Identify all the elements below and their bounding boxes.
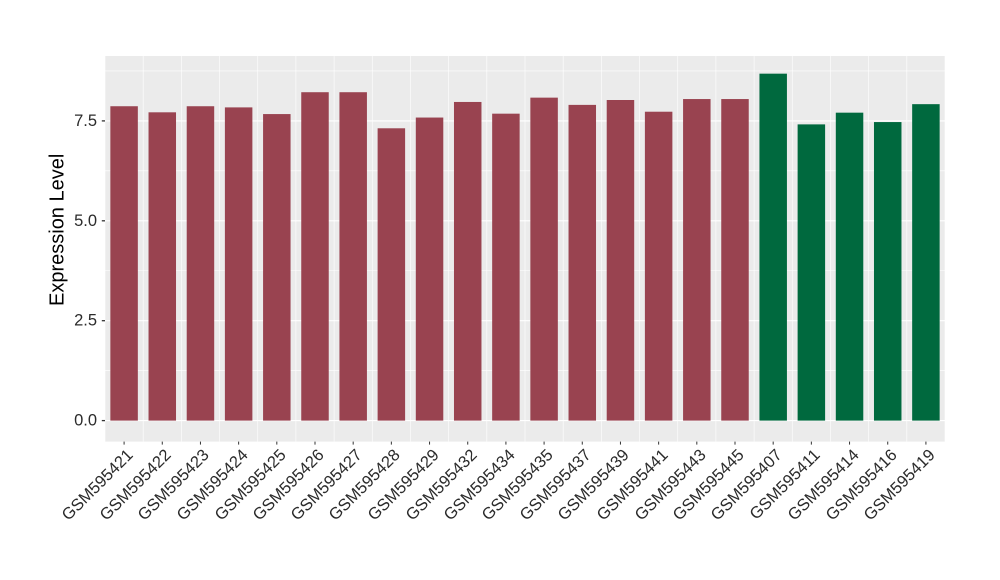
svg-text:2.5: 2.5 <box>74 312 97 330</box>
svg-text:5.0: 5.0 <box>74 212 97 230</box>
svg-text:0.0: 0.0 <box>74 412 97 430</box>
svg-text:7.5: 7.5 <box>74 112 97 130</box>
